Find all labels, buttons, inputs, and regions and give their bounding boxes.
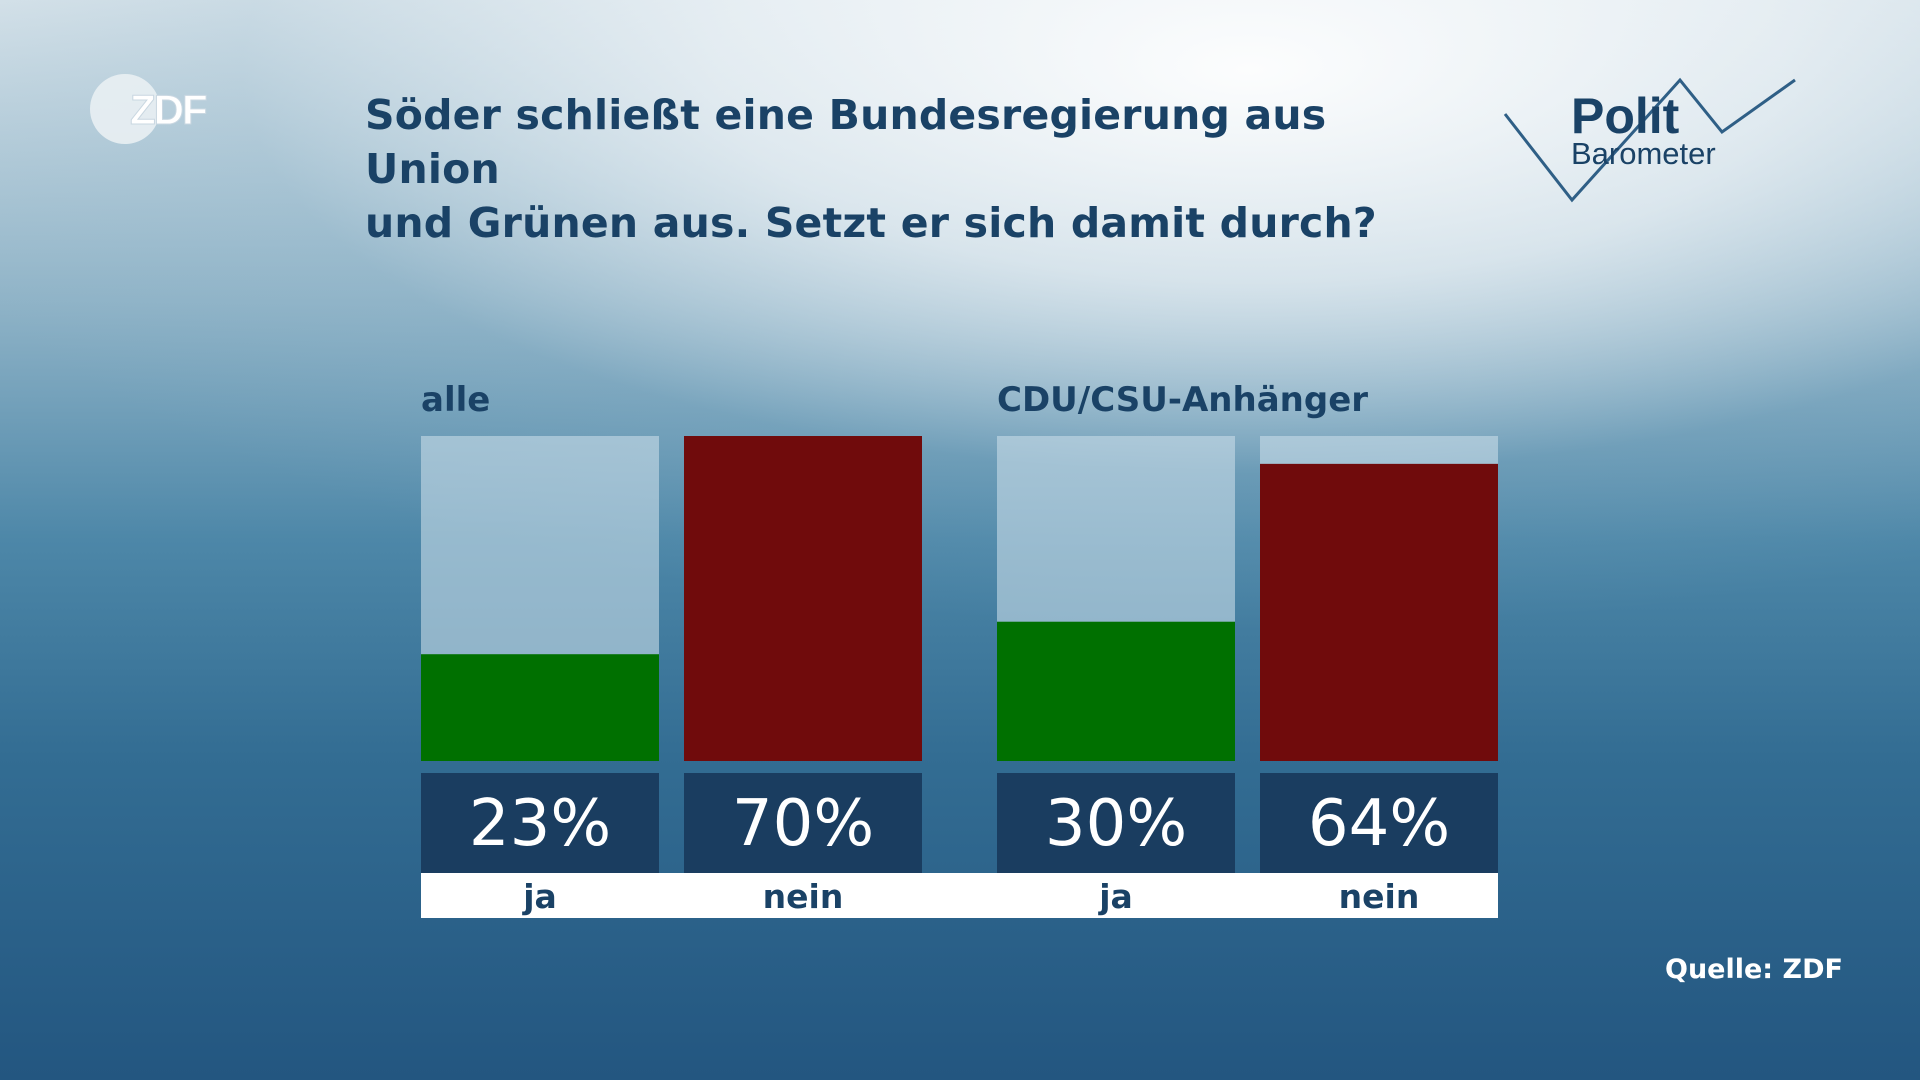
- group-label-cdu-csu: CDU/CSU-Anhänger: [997, 380, 1369, 420]
- zdf-logo-text: ZDF: [130, 86, 207, 133]
- category-label-alle-ja: ja: [521, 877, 557, 916]
- value-box-cdu-csu-nein: [1260, 773, 1498, 873]
- group-label-alle: alle: [421, 380, 491, 420]
- bar-cdu-csu-nein: [1260, 463, 1498, 761]
- politbarometer-logo: [1503, 77, 1796, 203]
- value-box-cdu-csu-ja: [997, 773, 1235, 873]
- category-label-cdu-csu-ja: ja: [1097, 877, 1133, 916]
- bar-alle-ja: [421, 654, 659, 761]
- category-strip-cdu-csu: [997, 873, 1498, 918]
- source-note: Quelle: ZDF: [1665, 954, 1843, 985]
- value-label-cdu-csu-ja: 30%: [1045, 787, 1187, 861]
- category-label-alle-nein: nein: [763, 877, 844, 916]
- politbarometer-barometer: Barometer: [1571, 136, 1716, 171]
- value-label-alle-nein: 70%: [732, 787, 874, 861]
- page-title: Söder schließt eine Bundesregierung aus …: [365, 91, 1377, 247]
- politbarometer-polit: Polit: [1571, 88, 1680, 144]
- category-strip-connector: [922, 873, 997, 918]
- value-box-alle-nein: [684, 773, 922, 873]
- category-strip-alle: [421, 873, 922, 918]
- value-label-cdu-csu-nein: 64%: [1308, 787, 1450, 861]
- value-label-alle-ja: 23%: [469, 787, 611, 861]
- value-box-alle-ja: [421, 773, 659, 873]
- bar-cdu-csu-ja: [997, 621, 1235, 761]
- category-label-cdu-csu-nein: nein: [1339, 877, 1420, 916]
- bar-alle-nein: [684, 436, 922, 761]
- politbarometer-zigzag: [1503, 77, 1796, 203]
- zdf-logo: ZDF: [90, 74, 209, 144]
